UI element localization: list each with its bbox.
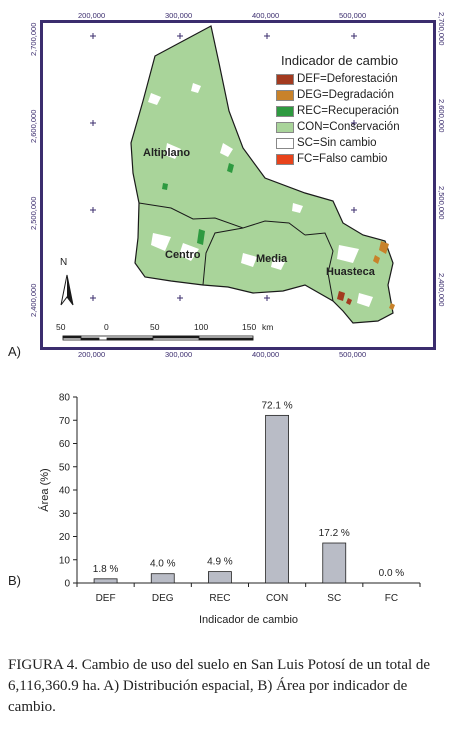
legend-item-fc: FC=Falso cambio	[276, 153, 387, 165]
figure-caption: FIGURA 4. Cambio de uso del suelo en San…	[8, 655, 448, 718]
data-label: 72.1 %	[262, 400, 293, 411]
region-label-centro: Centro	[165, 249, 201, 261]
y-tick-label: 80	[59, 393, 71, 404]
scale-label: 50	[150, 322, 160, 332]
y-coord-right: 2,400,000	[437, 273, 446, 307]
x-tick-label: SC	[327, 593, 341, 604]
legend-item-sc: SC=Sin cambio	[276, 137, 377, 149]
x-coord-top: 500,000	[339, 11, 367, 20]
north-arrow-icon	[60, 274, 74, 306]
y-tick-label: 20	[59, 532, 71, 543]
y-tick-label: 40	[59, 486, 71, 497]
legend-label: REC=Recuperación	[297, 105, 399, 117]
y-coord-left: 2,700,000	[29, 22, 38, 56]
y-coord-left: 2,500,000	[29, 196, 38, 230]
map-legend: DEF=Deforestación DEG=Degradación REC=Re…	[276, 73, 436, 173]
y-tick-label: 10	[59, 555, 71, 566]
caption-text: Cambio de uso del suelo en San Luis Poto…	[8, 657, 431, 715]
y-axis-title: Área (%)	[38, 468, 51, 511]
bar-sc	[322, 542, 347, 584]
legend-item-rec: REC=Recuperación	[276, 105, 399, 117]
bar-rec	[208, 571, 232, 584]
state-map	[60, 25, 395, 341]
y-coord-right: 2,600,000	[437, 99, 446, 133]
x-tick-label: REC	[209, 593, 230, 604]
panel-label-b: B)	[8, 573, 21, 588]
y-tick-label: 30	[59, 509, 71, 520]
legend-label: DEG=Degradación	[297, 89, 394, 101]
x-coord-bottom: 300,000	[165, 350, 193, 359]
north-label: N	[60, 257, 68, 268]
scale-label: 50	[56, 322, 66, 332]
x-tick-label: CON	[266, 593, 288, 604]
x-tick-label: DEG	[152, 593, 174, 604]
y-tick-label: 60	[59, 439, 71, 450]
legend-swatch	[276, 153, 294, 165]
x-tick-label: FC	[385, 593, 398, 604]
region-label-huasteca: Huasteca	[326, 266, 375, 278]
region-label-altiplano: Altiplano	[143, 147, 191, 159]
bar-def	[93, 578, 118, 584]
x-coord-bottom: 500,000	[339, 350, 367, 359]
legend-swatch	[276, 89, 294, 101]
y-coord-left: 2,600,000	[29, 109, 38, 143]
scale-label: 100	[194, 322, 209, 332]
caption-figure-number: FIGURA 4.	[8, 657, 79, 673]
legend-swatch	[276, 73, 294, 85]
bar-chart: 0 10 20 30 40 50 60 70 80 Área (%) DEF 1.8 % DEG 4.0…	[38, 393, 421, 626]
x-tick-label: DEF	[96, 593, 116, 604]
legend-label: SC=Sin cambio	[297, 137, 377, 149]
y-coord-left: 2,400,000	[29, 283, 38, 317]
legend-swatch	[276, 121, 294, 133]
scale-label: 150	[242, 322, 257, 332]
map-frame	[40, 20, 436, 350]
y-coord-right: 2,700,000	[437, 12, 446, 46]
legend-label: DEF=Deforestación	[297, 73, 398, 85]
region-label-media: Media	[256, 253, 288, 265]
scale-label: 0	[104, 322, 109, 332]
y-tick-label: 50	[59, 462, 71, 473]
x-axis-title: Indicador de cambio	[199, 614, 298, 626]
x-coord-bottom: 200,000	[78, 350, 106, 359]
bar-deg	[150, 573, 175, 584]
legend-item-con: CON=Conservación	[276, 121, 400, 133]
legend-item-def: DEF=Deforestación	[276, 73, 398, 85]
x-coord-top: 200,000	[78, 11, 106, 20]
scale-unit: km	[262, 322, 274, 332]
data-label: 4.9 %	[207, 557, 233, 568]
bar-con	[265, 414, 289, 584]
deforestation-patches	[337, 291, 352, 305]
degradation-patches	[373, 241, 395, 310]
data-label: 17.2 %	[319, 528, 350, 539]
legend-label: FC=Falso cambio	[297, 153, 388, 165]
legend-swatch	[276, 137, 294, 149]
data-label: 0.0 %	[379, 568, 405, 579]
state-outline	[130, 25, 394, 324]
legend-title: Indicador de cambio	[281, 53, 399, 68]
y-tick-label: 0	[64, 579, 70, 590]
legend-item-deg: DEG=Degradación	[276, 89, 394, 101]
panel-label-a: A)	[8, 344, 21, 359]
data-label: 4.0 %	[150, 559, 176, 570]
x-coord-bottom: 400,000	[252, 350, 280, 359]
y-tick-label: 70	[59, 416, 71, 427]
x-coord-top: 400,000	[252, 11, 280, 20]
x-coord-top: 300,000	[165, 11, 193, 20]
y-coord-right: 2,500,000	[437, 186, 446, 220]
data-label: 1.8 %	[93, 564, 119, 575]
legend-swatch	[276, 105, 294, 117]
scale-bar	[62, 335, 254, 341]
legend-label: CON=Conservación	[297, 121, 400, 133]
